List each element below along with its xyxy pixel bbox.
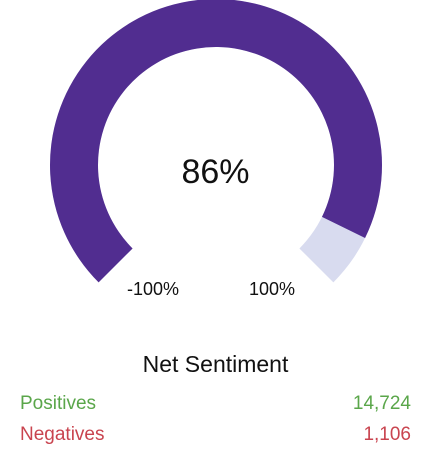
positives-value: 14,724 [352, 393, 411, 414]
gauge-max-label: 100% [249, 279, 296, 299]
sentiment-gauge: 86% -100% 100% [50, 0, 382, 299]
negatives-row: Negatives 1,106 [20, 423, 411, 447]
gauge-value-label: 86% [181, 153, 250, 191]
gauge-svg [50, 0, 382, 283]
positives-row: Positives 14,724 [20, 392, 411, 416]
gauge-fill [50, 0, 382, 283]
negatives-label: Negatives [20, 424, 105, 445]
negatives-value: 1,106 [363, 424, 411, 445]
net-sentiment-title: Net Sentiment [142, 351, 289, 377]
positives-label: Positives [20, 393, 97, 414]
gauge-min-label: -100% [127, 279, 180, 299]
